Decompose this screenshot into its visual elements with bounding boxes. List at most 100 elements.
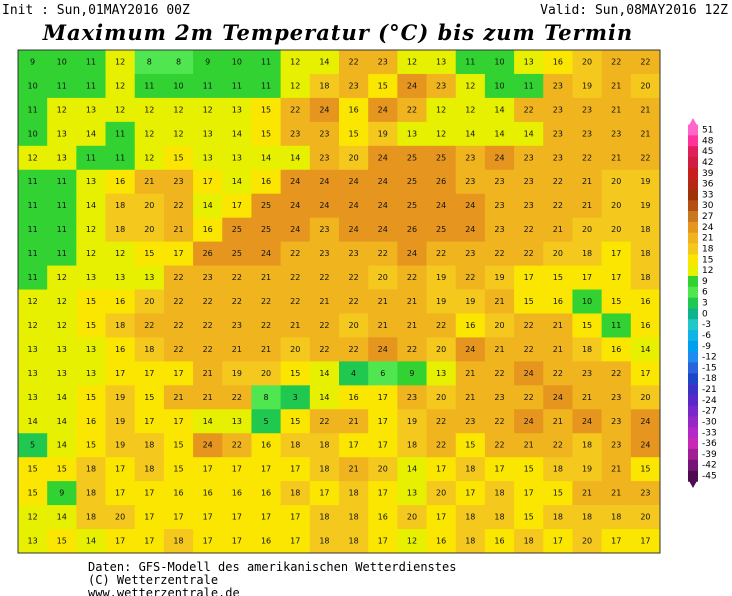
temperature-label: 12 — [86, 225, 96, 234]
temperature-label: 20 — [436, 345, 446, 354]
temperature-label: 17 — [144, 489, 154, 498]
temperature-cell — [134, 169, 165, 195]
temperature-label: 22 — [494, 417, 504, 426]
temperature-cell — [455, 169, 486, 195]
temperature-label: 14 — [407, 465, 417, 474]
temperature-cell — [368, 361, 398, 386]
temperature-cell — [280, 97, 311, 123]
temperature-label: 12 — [290, 57, 300, 66]
temperature-cell — [339, 457, 369, 482]
temperature-cell — [251, 433, 282, 458]
temperature-label: 14 — [524, 129, 534, 138]
temperature-cell — [309, 505, 340, 530]
temperature-cell — [514, 361, 544, 386]
temperature-cell — [339, 50, 369, 75]
temperature-cell — [601, 337, 632, 362]
temperature-label: 16 — [232, 489, 242, 498]
temperature-cell — [134, 529, 165, 554]
temperature-cell — [251, 50, 282, 75]
temperature-cell — [484, 193, 515, 219]
temperature-cell — [601, 313, 632, 338]
temperature-cell — [455, 145, 486, 171]
temperature-cell — [163, 50, 194, 75]
temperature-label: 14 — [494, 105, 504, 114]
temperature-label: 24 — [582, 417, 592, 426]
temperature-cell — [397, 145, 428, 171]
temperature-label: 15 — [57, 537, 67, 546]
temperature-label: 23 — [524, 201, 534, 210]
temperature-cell — [514, 481, 544, 506]
temperature-cell — [601, 121, 632, 147]
temperature-label: 11 — [27, 201, 37, 210]
temperature-cell — [251, 505, 282, 530]
temperature-cell — [76, 193, 107, 219]
temperature-cell — [18, 50, 48, 75]
temperature-cell — [630, 265, 661, 291]
temperature-label: 23 — [553, 153, 563, 162]
color-legend: 51484542393633302724211815129630-3-6-9-1… — [688, 118, 717, 488]
legend-label: 51 — [702, 126, 713, 136]
temperature-label: 14 — [57, 441, 67, 450]
temperature-label: 11 — [57, 225, 67, 234]
temperature-label: 18 — [465, 465, 475, 474]
temperature-label: 23 — [348, 249, 358, 258]
legend-swatch — [688, 211, 698, 223]
temperature-cell — [47, 409, 77, 434]
temperature-label: 22 — [173, 273, 183, 282]
temperature-cell — [484, 385, 515, 410]
temperature-cell — [47, 97, 77, 123]
temperature-label: 21 — [407, 297, 417, 306]
temperature-label: 24 — [494, 153, 504, 162]
temperature-label: 11 — [115, 153, 125, 162]
temperature-cell — [397, 121, 428, 147]
temperature-cell — [105, 73, 136, 99]
temperature-cell — [47, 313, 77, 338]
temperature-cell — [18, 241, 48, 267]
temperature-label: 18 — [348, 537, 358, 546]
temperature-cell — [105, 121, 136, 147]
temperature-label: 18 — [640, 249, 650, 258]
temperature-cell — [543, 169, 573, 195]
temperature-label: 24 — [640, 441, 650, 450]
temperature-cell — [572, 337, 603, 362]
temperature-label: 13 — [86, 177, 96, 186]
temperature-cell — [309, 361, 340, 386]
temperature-cell — [601, 289, 632, 314]
temperature-cell — [280, 145, 311, 171]
temperature-cell — [397, 457, 428, 482]
temperature-label: 19 — [115, 417, 125, 426]
temperature-label: 21 — [640, 105, 650, 114]
legend-swatch — [688, 308, 698, 320]
temperature-cell — [18, 193, 48, 219]
temperature-label: 23 — [582, 105, 592, 114]
temperature-label: 24 — [553, 393, 563, 402]
temperature-cell — [134, 73, 165, 99]
temperature-label: 24 — [378, 345, 388, 354]
temperature-cell — [222, 313, 252, 338]
temperature-cell — [193, 313, 223, 338]
temperature-cell — [543, 481, 573, 506]
temperature-cell — [251, 121, 282, 147]
temperature-label: 23 — [465, 249, 475, 258]
temperature-label: 13 — [232, 105, 242, 114]
temperature-label: 24 — [319, 105, 329, 114]
temperature-cell — [134, 409, 165, 434]
temperature-label: 13 — [57, 369, 67, 378]
temperature-label: 21 — [640, 129, 650, 138]
temperature-cell — [163, 529, 194, 554]
temperature-cell — [397, 313, 428, 338]
temperature-cell — [163, 433, 194, 458]
legend-swatch — [688, 416, 698, 428]
temperature-cell — [309, 97, 340, 123]
temperature-cell — [397, 217, 428, 243]
temperature-cell — [368, 481, 398, 506]
temperature-label: 18 — [144, 345, 154, 354]
temperature-label: 11 — [27, 225, 37, 234]
temperature-cell — [484, 289, 515, 314]
temperature-cell — [222, 505, 252, 530]
temperature-cell — [193, 481, 223, 506]
temperature-cell — [368, 97, 398, 123]
temperature-cell — [455, 337, 486, 362]
temperature-cell — [426, 505, 457, 530]
temperature-cell — [280, 433, 311, 458]
